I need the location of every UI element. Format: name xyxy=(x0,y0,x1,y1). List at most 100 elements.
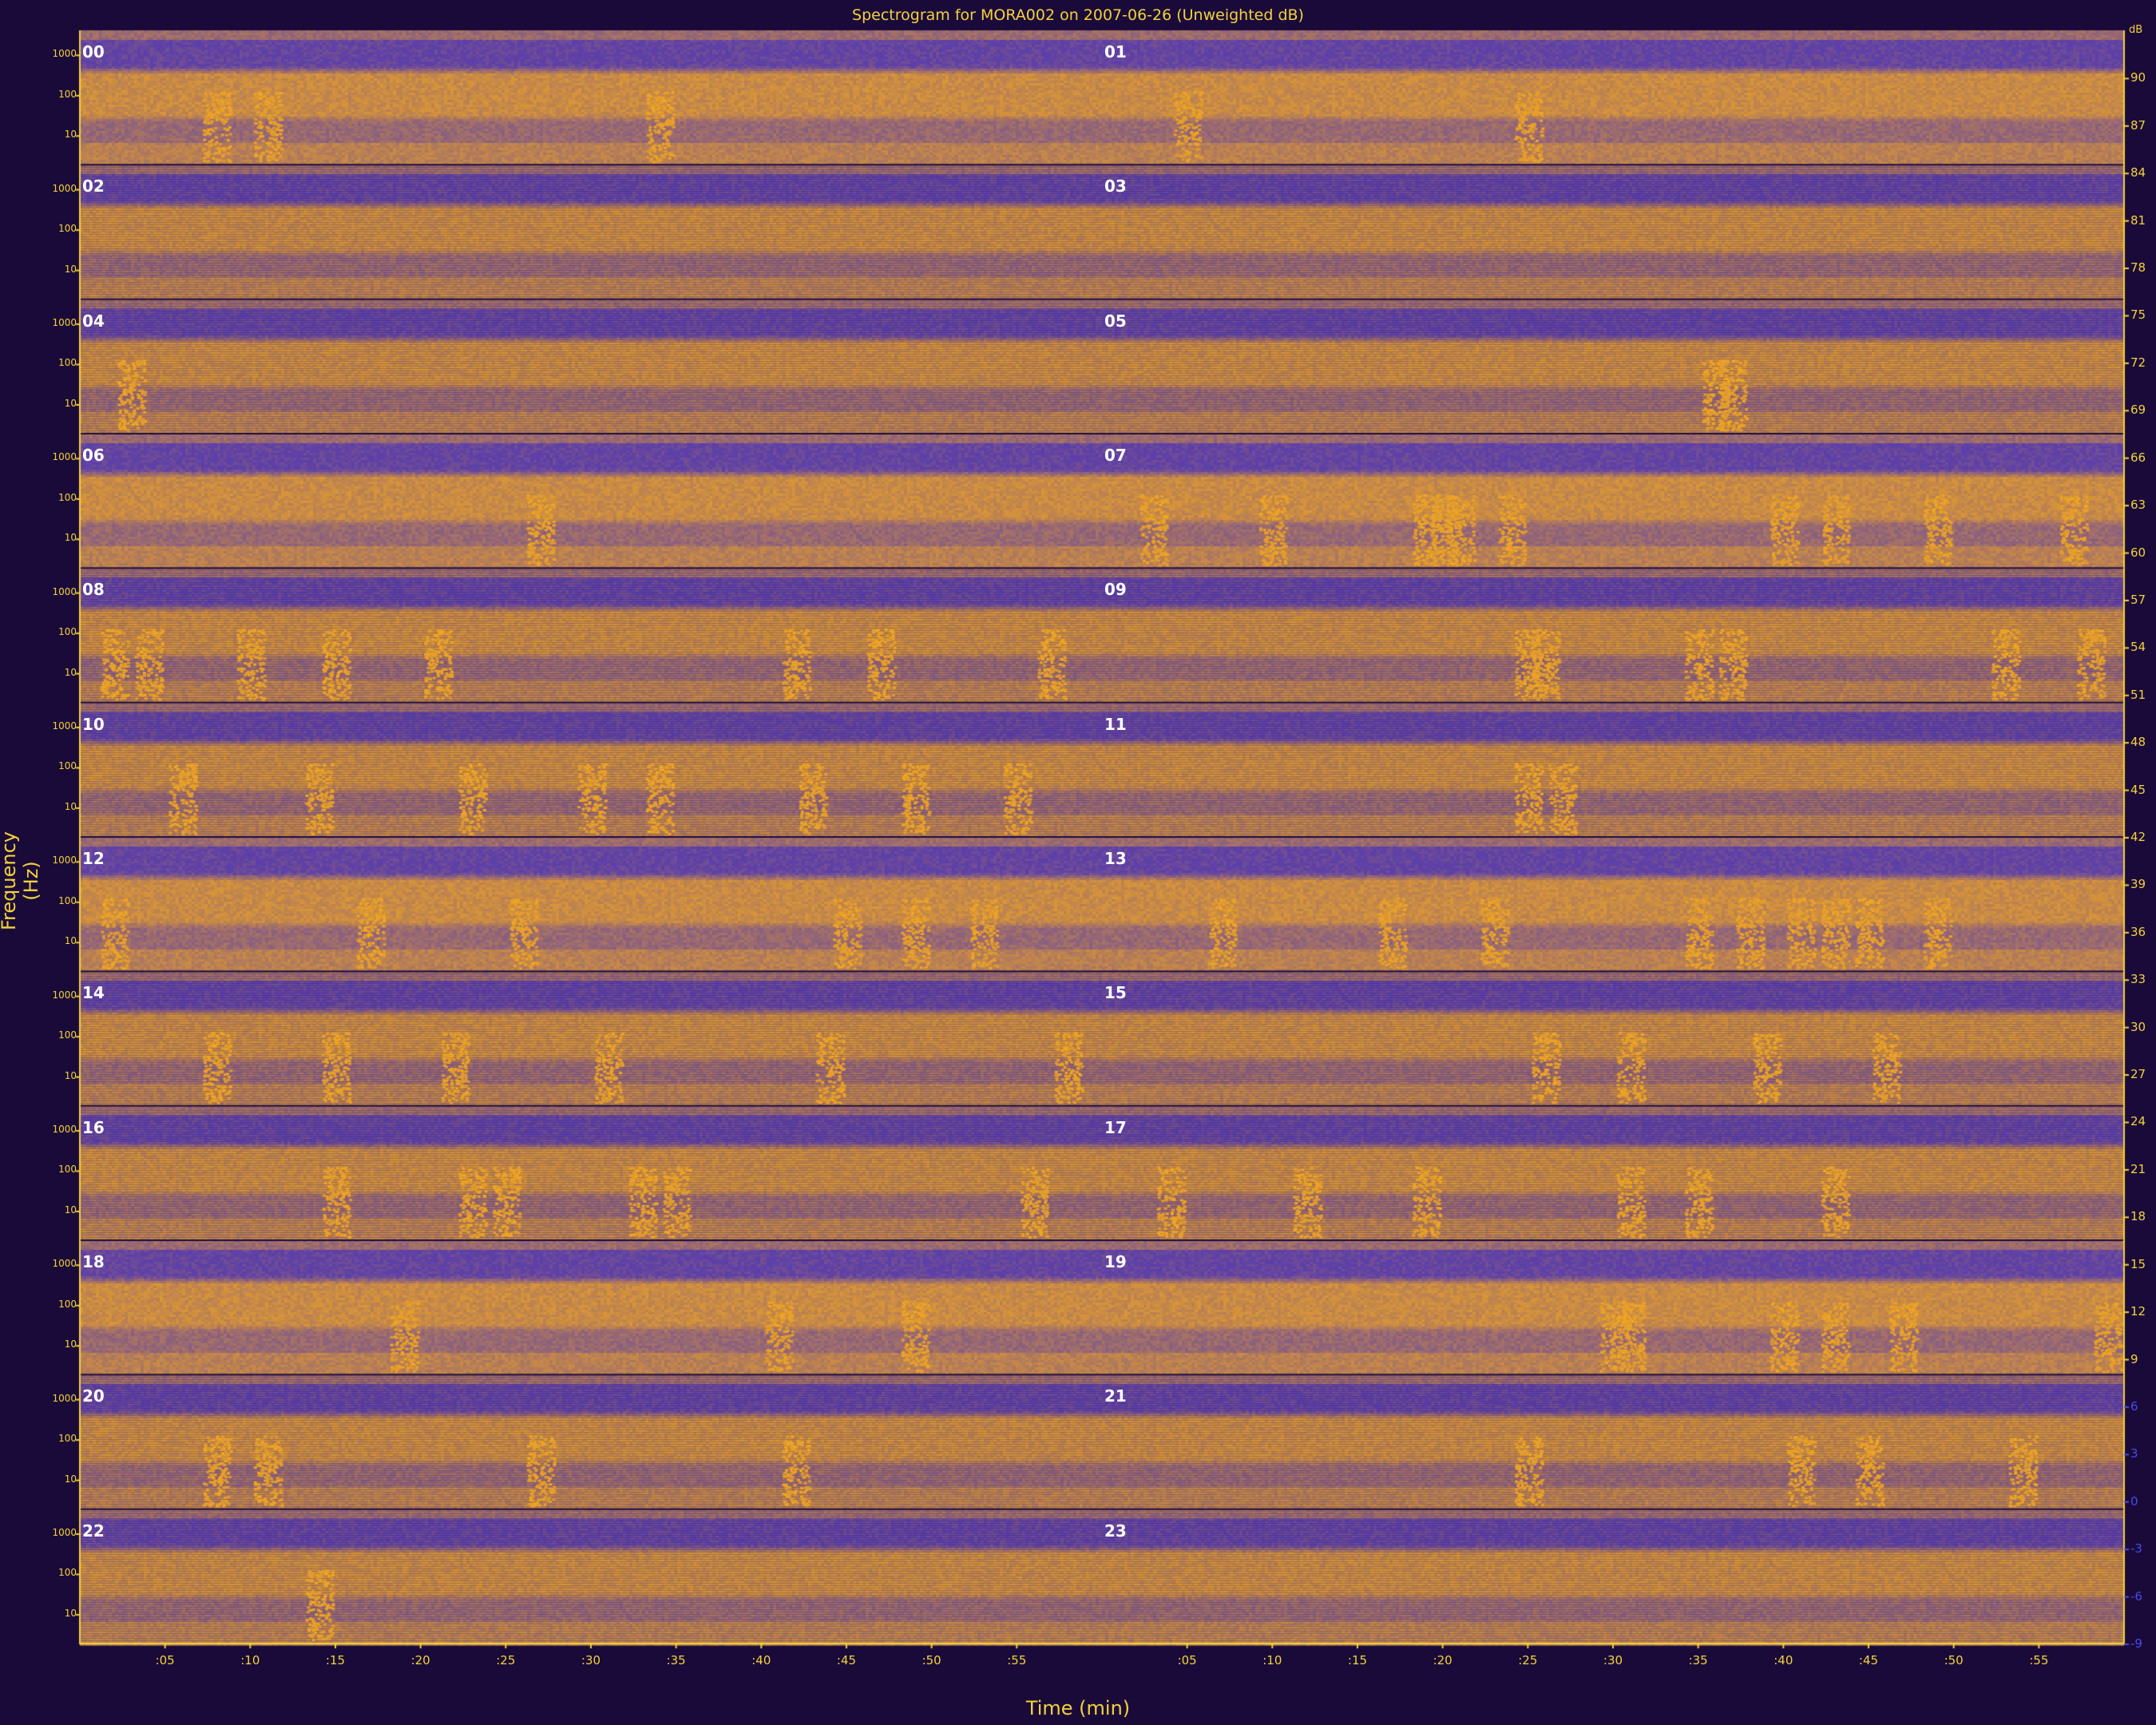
time-tick-label: :40 xyxy=(751,1653,771,1668)
db-tick-label: 51 xyxy=(2130,687,2146,702)
y-axis-label: Frequency (Hz) xyxy=(0,831,42,930)
hour-label-05: 05 xyxy=(1104,311,1127,331)
freq-tick-label: 10 xyxy=(64,1204,77,1215)
db-tick-label: 45 xyxy=(2130,782,2146,797)
db-tick-label: 72 xyxy=(2130,355,2146,370)
freq-tick-label: 10 xyxy=(64,532,77,544)
hour-label-10: 10 xyxy=(82,714,105,734)
freq-tick-label: 1000 xyxy=(52,1392,77,1404)
db-tick-label: 87 xyxy=(2130,117,2146,133)
hour-label-04: 04 xyxy=(82,311,105,331)
hour-label-09: 09 xyxy=(1104,580,1127,600)
db-tick-label: 24 xyxy=(2130,1114,2146,1129)
hour-label-03: 03 xyxy=(1104,176,1127,196)
db-tick-label: 63 xyxy=(2130,498,2146,513)
freq-tick-label: 100 xyxy=(58,626,77,638)
freq-tick-label: 100 xyxy=(58,1298,77,1310)
freq-tick-label: 10 xyxy=(64,1338,77,1350)
db-tick-label: 33 xyxy=(2130,972,2146,987)
db-tick-label: 57 xyxy=(2130,592,2146,607)
freq-tick-label: 1000 xyxy=(52,182,77,194)
x-axis-label: Time (min) xyxy=(1025,1697,1131,1719)
db-tick-label: 90 xyxy=(2130,70,2146,85)
freq-tick-label: 1000 xyxy=(52,1526,77,1538)
colorbar-unit: dB xyxy=(2129,24,2143,36)
db-tick-label: 75 xyxy=(2130,307,2146,323)
db-tick-label: 18 xyxy=(2130,1209,2146,1224)
time-tick-label: :55 xyxy=(1007,1653,1027,1668)
hour-label-19: 19 xyxy=(1104,1252,1127,1271)
hour-label-13: 13 xyxy=(1104,849,1127,868)
db-tick-label: -3 xyxy=(2130,1541,2142,1556)
hour-label-20: 20 xyxy=(82,1386,105,1406)
freq-tick-label: 1000 xyxy=(52,1258,77,1270)
db-tick-label: 84 xyxy=(2130,165,2146,180)
db-tick-label: 42 xyxy=(2130,830,2146,844)
hour-label-22: 22 xyxy=(82,1521,105,1541)
db-tick-label: 9 xyxy=(2130,1351,2138,1366)
time-tick-label: :10 xyxy=(1262,1653,1282,1668)
db-tick-label: 27 xyxy=(2130,1067,2146,1082)
hour-label-23: 23 xyxy=(1104,1521,1127,1541)
freq-tick-label: 100 xyxy=(58,1029,77,1041)
time-tick-label: :50 xyxy=(1944,1653,1964,1668)
time-tick-label: :05 xyxy=(155,1653,175,1668)
time-tick-label: :15 xyxy=(1347,1653,1368,1668)
freq-tick-label: 1000 xyxy=(52,720,77,732)
hour-label-14: 14 xyxy=(82,983,105,1003)
db-tick-label: 48 xyxy=(2130,735,2146,750)
hour-label-18: 18 xyxy=(82,1252,105,1271)
freq-tick-label: 10 xyxy=(64,800,77,812)
freq-tick-label: 100 xyxy=(58,1164,77,1176)
time-tick-label: :35 xyxy=(1688,1653,1708,1668)
time-tick-label: :45 xyxy=(1858,1653,1879,1668)
time-tick-label: :25 xyxy=(496,1653,516,1668)
db-tick-label: 78 xyxy=(2130,260,2146,276)
hour-label-21: 21 xyxy=(1104,1386,1127,1406)
db-tick-label: 69 xyxy=(2130,402,2146,418)
db-tick-label: 6 xyxy=(2130,1398,2138,1414)
freq-tick-label: 10 xyxy=(64,263,77,275)
db-tick-label: -6 xyxy=(2130,1588,2142,1604)
freq-tick-label: 10 xyxy=(64,935,77,947)
freq-tick-label: 10 xyxy=(64,129,77,141)
freq-tick-label: 10 xyxy=(64,397,77,409)
freq-tick-label: 100 xyxy=(58,357,77,369)
freq-tick-label: 100 xyxy=(58,894,77,906)
hour-label-17: 17 xyxy=(1104,1117,1127,1137)
time-tick-label: :30 xyxy=(581,1653,601,1668)
hour-label-16: 16 xyxy=(82,1117,105,1137)
freq-tick-label: 100 xyxy=(58,1433,77,1445)
freq-tick-label: 10 xyxy=(64,1069,77,1081)
time-tick-label: :50 xyxy=(921,1653,941,1668)
freq-tick-label: 1000 xyxy=(52,855,77,866)
freq-tick-label: 10 xyxy=(64,1473,77,1485)
time-tick-label: :25 xyxy=(1518,1653,1538,1668)
db-tick-label: 36 xyxy=(2130,924,2146,939)
freq-tick-label: 1000 xyxy=(52,585,77,597)
db-tick-label: 30 xyxy=(2130,1019,2146,1034)
time-tick-label: :40 xyxy=(1774,1653,1793,1668)
db-tick-label: 39 xyxy=(2130,877,2146,892)
db-tick-label: 21 xyxy=(2130,1161,2146,1176)
hour-label-11: 11 xyxy=(1104,714,1127,734)
freq-tick-label: 100 xyxy=(58,760,77,772)
time-tick-label: :35 xyxy=(666,1653,686,1668)
hour-label-08: 08 xyxy=(82,580,105,600)
time-tick-label: :10 xyxy=(240,1653,260,1668)
time-tick-label: :30 xyxy=(1603,1653,1623,1668)
freq-tick-label: 100 xyxy=(58,223,77,235)
db-tick-label: 54 xyxy=(2130,640,2146,655)
hour-label-00: 00 xyxy=(82,42,105,61)
hour-label-02: 02 xyxy=(82,176,105,196)
hour-label-07: 07 xyxy=(1104,446,1127,465)
db-tick-label: 15 xyxy=(2130,1256,2146,1271)
freq-tick-label: 1000 xyxy=(52,316,77,328)
hour-label-01: 01 xyxy=(1104,42,1127,61)
freq-tick-label: 1000 xyxy=(52,48,77,60)
freq-tick-label: 1000 xyxy=(52,1123,77,1135)
hour-label-12: 12 xyxy=(82,849,105,868)
db-tick-label: -9 xyxy=(2130,1636,2142,1651)
time-tick-label: :15 xyxy=(325,1653,346,1668)
freq-tick-label: 100 xyxy=(58,1567,77,1579)
